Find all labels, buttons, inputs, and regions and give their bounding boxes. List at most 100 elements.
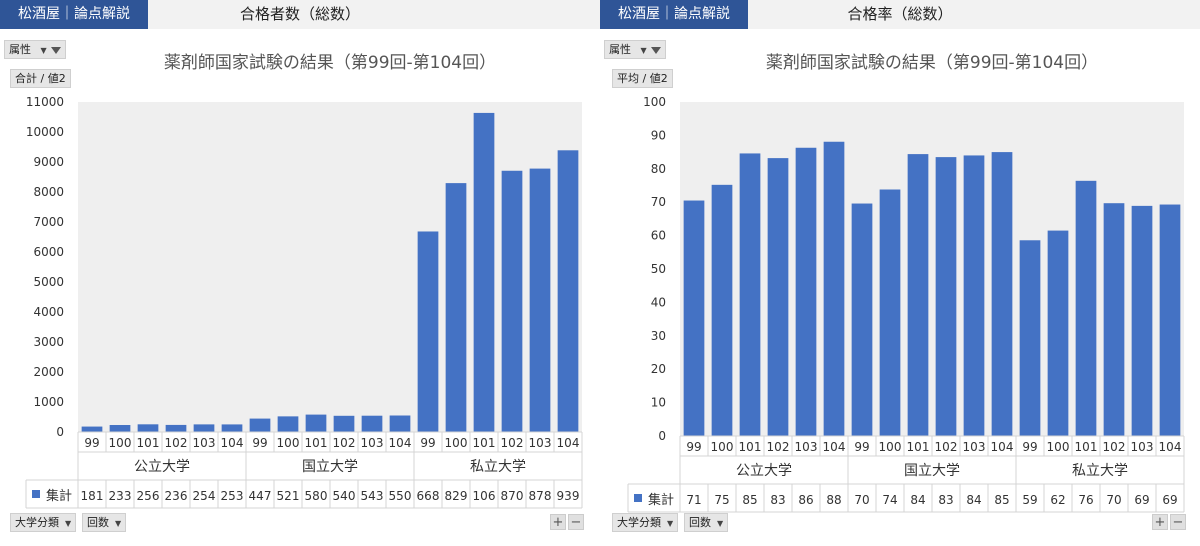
data-label: 75 (714, 493, 729, 507)
bar (249, 418, 271, 432)
y-tick-label: 10 (651, 396, 666, 410)
row-field-button-round[interactable]: 回数 ▼ (684, 513, 729, 532)
field-filter-label: 属性 (609, 43, 631, 56)
bar (221, 424, 243, 432)
data-label: 256 (137, 489, 160, 503)
group-label: 国立大学 (904, 463, 960, 479)
expand-button[interactable]: + (1152, 514, 1168, 530)
bar (1159, 204, 1181, 436)
x-tick-label: 103 (795, 440, 818, 454)
left-panel: 松酒屋｜論点解説 合格者数（総数） 属性 ▼ 合計 / 値2 大学分類 ▼ 回数 ▼… (0, 0, 600, 532)
dropdown-icon: ▼ (640, 46, 647, 55)
value-field-button[interactable]: 平均 / 値2 (612, 69, 673, 88)
bar (277, 416, 299, 432)
bar (711, 184, 733, 436)
row-field-label: 回数 (689, 516, 711, 529)
y-tick-label: 30 (651, 329, 666, 343)
data-label: 85 (742, 493, 757, 507)
x-tick-label: 102 (165, 436, 188, 450)
x-tick-label: 104 (991, 440, 1014, 454)
group-label: 私立大学 (470, 459, 526, 475)
filter-icon (50, 46, 61, 54)
x-tick-label: 103 (361, 436, 384, 450)
data-label: 233 (109, 489, 132, 503)
bar (417, 231, 439, 432)
y-tick-label: 4000 (33, 305, 64, 319)
x-tick-label: 104 (1159, 440, 1182, 454)
data-label: 829 (445, 489, 468, 503)
x-tick-label: 99 (854, 440, 869, 454)
x-tick-label: 100 (109, 436, 132, 450)
bar (1019, 240, 1041, 436)
collapse-button[interactable]: − (568, 514, 584, 530)
x-tick-label: 102 (501, 436, 524, 450)
bar (795, 147, 817, 436)
x-tick-label: 102 (767, 440, 790, 454)
bar (529, 168, 551, 432)
x-tick-label: 104 (557, 436, 580, 450)
brand-tab[interactable]: 松酒屋｜論点解説 (0, 0, 148, 29)
dropdown-icon: ▼ (40, 46, 47, 55)
bar (907, 154, 929, 436)
y-tick-label: 3000 (33, 335, 64, 349)
data-label: 521 (277, 489, 300, 503)
row-field-button-category[interactable]: 大学分類 ▼ (612, 513, 679, 532)
x-tick-label: 99 (686, 440, 701, 454)
x-tick-label: 104 (823, 440, 846, 454)
x-tick-label: 99 (252, 436, 267, 450)
y-tick-label: 9000 (33, 155, 64, 169)
value-field-button[interactable]: 合計 / 値2 (10, 69, 71, 88)
expand-button[interactable]: + (550, 514, 566, 530)
x-tick-label: 102 (935, 440, 958, 454)
bar (305, 414, 327, 432)
bar (1075, 180, 1097, 436)
data-label: 71 (686, 493, 701, 507)
bar (165, 424, 187, 432)
top-bar: 松酒屋｜論点解説 合格者数（総数） (0, 0, 600, 29)
x-tick-label: 99 (84, 436, 99, 450)
plot-area (78, 102, 582, 432)
legend-swatch (32, 490, 40, 498)
bar (739, 153, 761, 436)
data-label: 447 (249, 489, 272, 503)
row-field-button-round[interactable]: 回数 ▼ (82, 513, 127, 532)
y-tick-label: 60 (651, 229, 666, 243)
data-label: 83 (938, 493, 953, 507)
x-tick-label: 100 (445, 436, 468, 450)
y-tick-label: 11000 (26, 95, 64, 109)
x-tick-label: 101 (473, 436, 496, 450)
data-label: 236 (165, 489, 188, 503)
bar (361, 415, 383, 432)
x-tick-label: 104 (389, 436, 412, 450)
brand-tab[interactable]: 松酒屋｜論点解説 (600, 0, 748, 29)
x-tick-label: 103 (193, 436, 216, 450)
y-tick-label: 50 (651, 262, 666, 276)
bar (991, 152, 1013, 436)
y-tick-label: 0 (56, 425, 64, 439)
bar (501, 170, 523, 432)
data-label: 254 (193, 489, 216, 503)
field-filter-button[interactable]: 属性 ▼ (604, 40, 666, 59)
dropdown-icon: ▼ (115, 519, 122, 528)
bar (1131, 205, 1153, 436)
x-tick-label: 101 (137, 436, 160, 450)
y-tick-label: 8000 (33, 185, 64, 199)
field-filter-button[interactable]: 属性 ▼ (4, 40, 66, 59)
plot-area (680, 102, 1184, 436)
field-filter-label: 属性 (9, 43, 31, 56)
y-tick-label: 40 (651, 295, 666, 309)
row-field-button-category[interactable]: 大学分類 ▼ (10, 513, 77, 532)
row-field-label: 大学分類 (617, 516, 661, 529)
data-label: 74 (882, 493, 897, 507)
group-label: 私立大学 (1072, 463, 1128, 479)
y-tick-label: 20 (651, 362, 666, 376)
legend-label: 集計 (648, 492, 674, 508)
bar (445, 183, 467, 432)
x-tick-label: 104 (221, 436, 244, 450)
x-tick-label: 100 (879, 440, 902, 454)
dropdown-icon: ▼ (717, 519, 724, 528)
data-label: 939 (557, 489, 580, 503)
row-field-label: 回数 (87, 516, 109, 529)
bar (683, 200, 705, 436)
collapse-button[interactable]: − (1170, 514, 1186, 530)
